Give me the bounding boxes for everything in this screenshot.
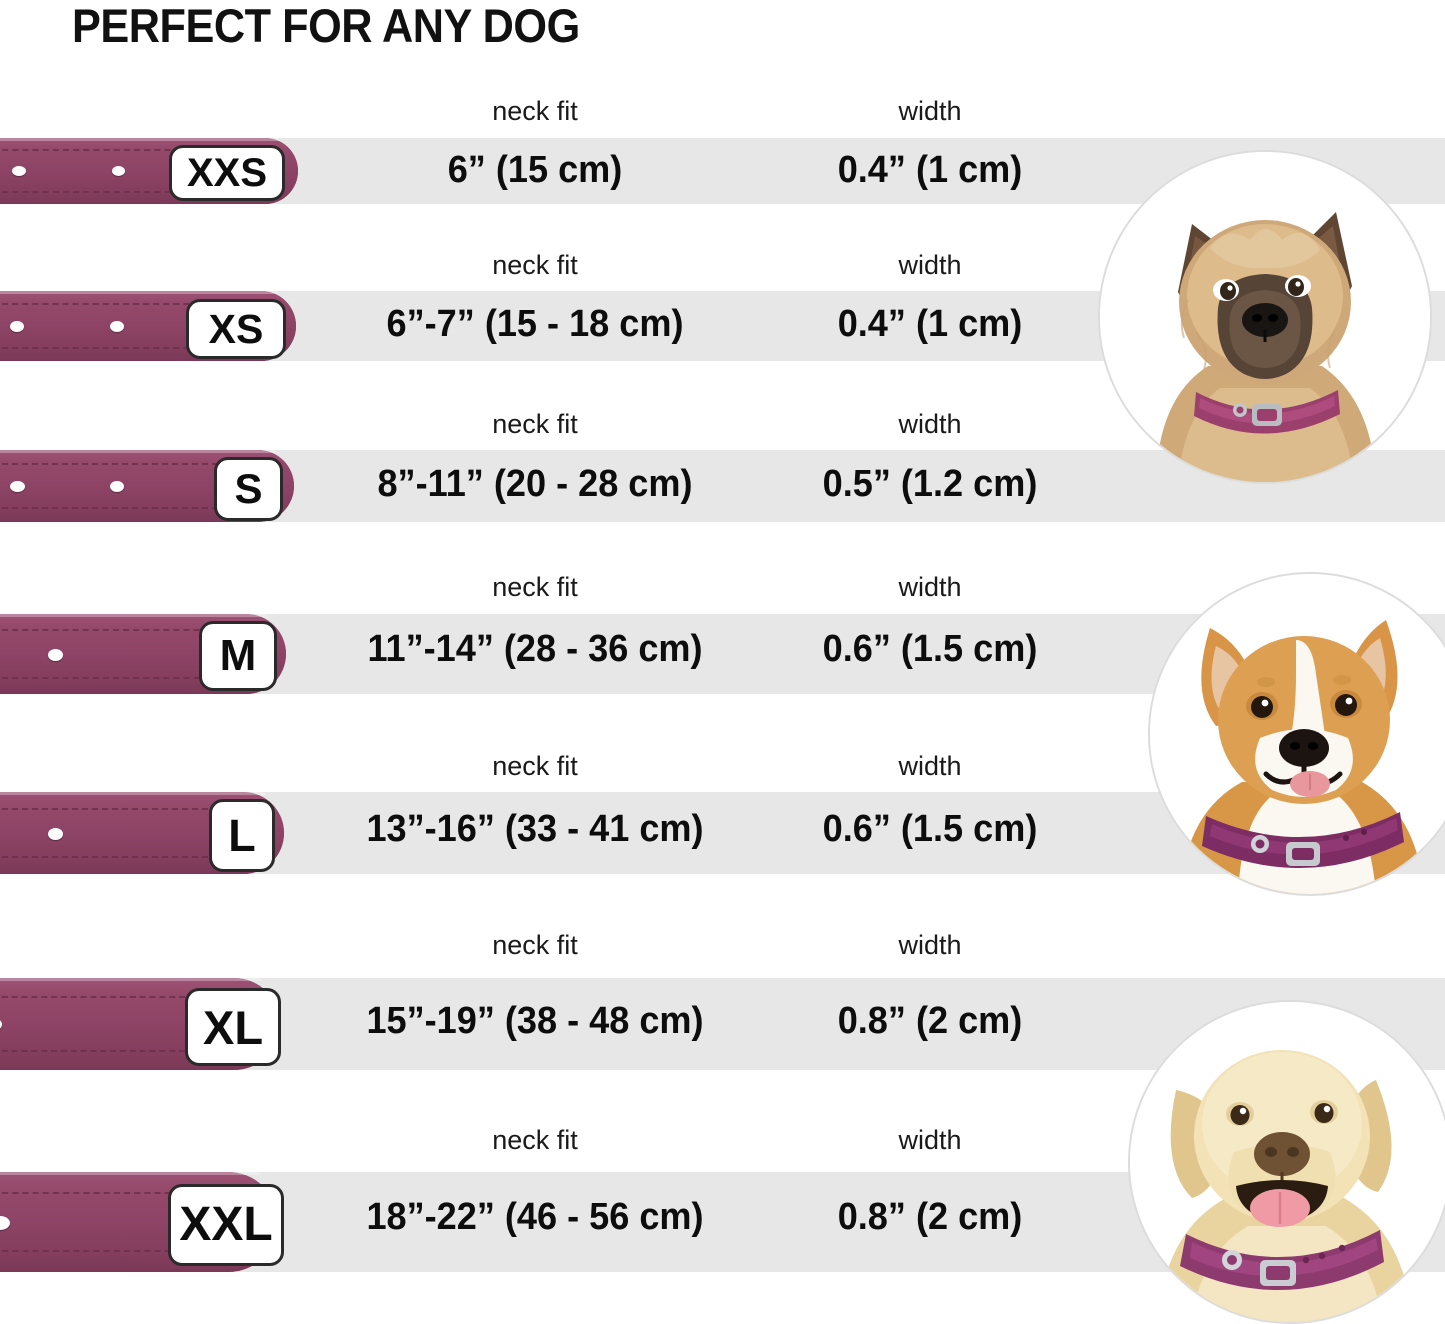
- collar-stitch-bottom: [0, 1250, 252, 1252]
- collar-eyelet: [12, 166, 26, 176]
- collar-stitch-bottom: [0, 191, 272, 193]
- cell-width: 0.4” (1 cm): [837, 149, 1023, 191]
- collar-eyelet: [48, 649, 63, 661]
- column-header-width: width: [898, 409, 962, 439]
- collar-stitch-top: [0, 996, 254, 998]
- cell-neck-fit: 18”-22” (46 - 56 cm): [366, 1196, 704, 1238]
- collar-top-edge: [0, 138, 280, 141]
- size-badge: XS: [186, 299, 286, 359]
- column-header-width: width: [898, 751, 962, 781]
- cell-width: 0.5” (1.2 cm): [822, 463, 1038, 505]
- column-header-neck-fit: neck fit: [492, 250, 578, 280]
- collar-top-edge: [0, 614, 268, 617]
- collar-eyelet: [48, 828, 63, 840]
- collar-top-edge: [0, 792, 266, 795]
- column-header-width: width: [898, 250, 962, 280]
- collar-stitch-bottom: [0, 856, 258, 858]
- size-badge: XL: [185, 988, 281, 1066]
- cell-neck-fit: 6” (15 cm): [447, 149, 623, 191]
- size-badge: M: [199, 621, 277, 691]
- cell-neck-fit: 6”-7” (15 - 18 cm): [386, 303, 684, 345]
- cairn-terrier-photo: [1098, 150, 1432, 484]
- cell-neck-fit: 13”-16” (33 - 41 cm): [366, 808, 704, 850]
- column-header-neck-fit: neck fit: [492, 930, 578, 960]
- page-title: PERFECT FOR ANY DOG: [72, 0, 580, 52]
- collar-top-edge: [0, 1172, 260, 1175]
- cell-width: 0.8” (2 cm): [837, 1000, 1023, 1042]
- column-header-width: width: [898, 930, 962, 960]
- collar-stitch-top: [0, 149, 272, 151]
- cell-width: 0.6” (1.5 cm): [822, 808, 1038, 850]
- collar-stitch-bottom: [0, 677, 260, 679]
- collar-stitch-top: [0, 463, 268, 465]
- column-header-neck-fit: neck fit: [492, 572, 578, 602]
- column-header-neck-fit: neck fit: [492, 751, 578, 781]
- size-badge: L: [209, 799, 275, 872]
- collar-stitch-bottom: [0, 1050, 254, 1052]
- collar-eyelet: [112, 166, 125, 176]
- collar-top-edge: [0, 978, 262, 981]
- collar-stitch-top: [0, 1192, 252, 1194]
- collar-eyelet: [10, 481, 25, 492]
- column-header-neck-fit: neck fit: [492, 96, 578, 126]
- collar-stitch-bottom: [0, 507, 268, 509]
- collar-top-edge: [0, 291, 278, 294]
- collar-stitch-bottom: [0, 347, 270, 349]
- cell-neck-fit: 8”-11” (20 - 28 cm): [377, 463, 693, 505]
- collar-top-edge: [0, 450, 276, 453]
- labrador-photo: [1128, 1000, 1445, 1324]
- collar-eyelet: [110, 321, 124, 332]
- size-badge: XXS: [169, 145, 285, 201]
- column-header-width: width: [898, 1125, 962, 1155]
- size-badge: XXL: [168, 1184, 284, 1266]
- collar-stitch-top: [0, 629, 260, 631]
- cell-width: 0.8” (2 cm): [837, 1196, 1023, 1238]
- column-header-neck-fit: neck fit: [492, 1125, 578, 1155]
- column-header-width: width: [898, 572, 962, 602]
- corgi-photo: [1148, 572, 1445, 896]
- cell-width: 0.6” (1.5 cm): [822, 628, 1038, 670]
- size-badge: S: [214, 457, 283, 521]
- column-header-neck-fit: neck fit: [492, 409, 578, 439]
- cell-width: 0.4” (1 cm): [837, 303, 1023, 345]
- collar-eyelet: [10, 321, 24, 332]
- collar-eyelet: [0, 1216, 10, 1230]
- collar-stitch-top: [0, 303, 270, 305]
- column-header-width: width: [898, 96, 962, 126]
- collar-eyelet: [110, 481, 124, 492]
- cell-neck-fit: 15”-19” (38 - 48 cm): [366, 1000, 704, 1042]
- collar-stitch-top: [0, 808, 258, 810]
- collar-eyelet: [0, 1018, 2, 1031]
- cell-neck-fit: 11”-14” (28 - 36 cm): [367, 628, 703, 670]
